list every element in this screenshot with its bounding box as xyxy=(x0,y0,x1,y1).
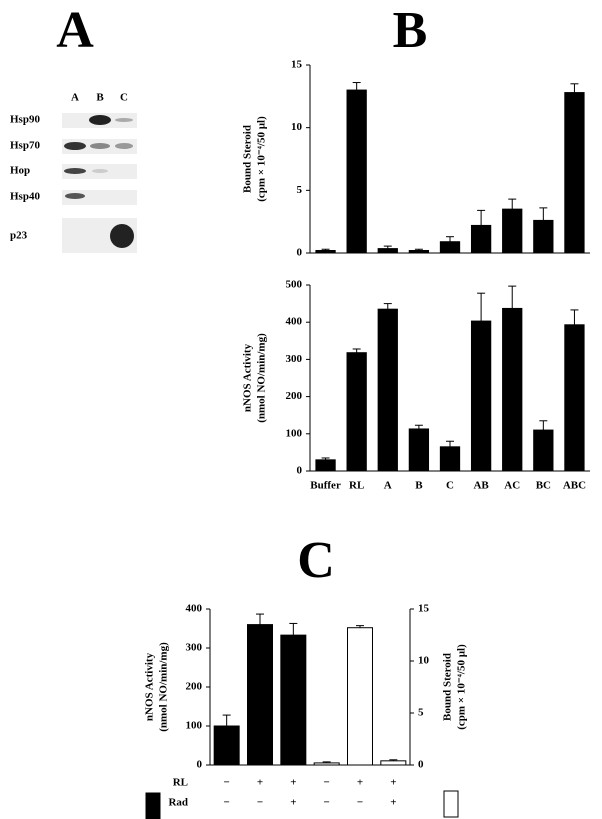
row-label: Hsp70 xyxy=(10,140,40,152)
legend-swatch xyxy=(443,790,459,818)
bar xyxy=(313,762,340,766)
y-tick-label: 200 xyxy=(186,681,203,693)
row-label: p23 xyxy=(10,230,28,242)
legend-swatch xyxy=(145,792,161,819)
condition-label: Rad xyxy=(168,797,188,809)
y2-tick-label: 15 xyxy=(418,603,430,615)
y-tick-label: 400 xyxy=(186,603,203,615)
blot-band xyxy=(115,143,133,149)
bar xyxy=(315,249,336,254)
axis-title: Bound Steroid xyxy=(442,653,454,721)
condition-value: − xyxy=(324,797,330,809)
y-tick-label: 200 xyxy=(286,390,303,402)
condition-value: − xyxy=(224,797,230,809)
condition-value: − xyxy=(224,777,230,789)
condition-value: + xyxy=(357,777,363,789)
condition-value: + xyxy=(257,777,263,789)
x-tick-label: ABC xyxy=(563,480,586,492)
condition-value: + xyxy=(390,777,396,789)
y-tick-label: 0 xyxy=(197,759,203,771)
blot xyxy=(62,113,137,253)
axis-title: (nmol NO/min/mg) xyxy=(256,333,268,423)
bar xyxy=(377,308,398,472)
x-tick-label: B xyxy=(415,480,423,492)
y2-tick-label: 10 xyxy=(418,655,430,667)
row-label: Hsp90 xyxy=(10,114,40,126)
axis-title: (nmol NO/min/mg) xyxy=(158,642,170,732)
bar xyxy=(564,324,585,472)
y-tick-label: 100 xyxy=(186,720,203,732)
bar xyxy=(346,352,367,472)
condition-value: − xyxy=(257,797,263,809)
row-label: Hop xyxy=(10,165,30,177)
y-tick-label: 400 xyxy=(286,316,303,328)
blot-band xyxy=(89,115,111,125)
lane-label: B xyxy=(96,92,104,104)
bar xyxy=(346,89,367,254)
condition-value: − xyxy=(357,797,363,809)
y-tick-label: 100 xyxy=(286,427,303,439)
y2-tick-label: 5 xyxy=(418,707,424,719)
y-tick-label: 500 xyxy=(286,279,303,291)
y2-tick-label: 0 xyxy=(418,759,424,771)
bar xyxy=(470,224,492,254)
y-tick-label: 5 xyxy=(297,184,303,196)
bar xyxy=(408,249,430,254)
blot-band xyxy=(64,168,86,174)
panel-label: B xyxy=(393,2,428,59)
axis-title: (cpm × 10⁻⁴/50 µl) xyxy=(456,644,468,730)
bar xyxy=(502,208,523,254)
bar xyxy=(347,627,373,766)
blot-band xyxy=(65,193,85,199)
condition-label: RL xyxy=(173,777,188,789)
condition-value: + xyxy=(290,797,296,809)
axis-title: nNOS Activity xyxy=(242,343,254,412)
bar xyxy=(502,307,523,472)
blot-band xyxy=(92,169,108,173)
bar xyxy=(533,219,554,254)
y-tick-label: 300 xyxy=(286,353,303,365)
x-tick-label: AC xyxy=(504,480,520,492)
bar xyxy=(439,446,461,472)
y-tick-label: 0 xyxy=(297,247,303,259)
bar xyxy=(439,241,461,254)
lane-label: A xyxy=(71,92,79,104)
bar xyxy=(315,459,336,472)
bar xyxy=(533,429,554,472)
bar xyxy=(247,624,273,766)
x-tick-label: AB xyxy=(473,480,489,492)
blot-band xyxy=(115,118,133,122)
x-tick-label: C xyxy=(446,480,454,492)
bar xyxy=(380,760,407,766)
bar xyxy=(213,725,240,766)
x-tick-label: Buffer xyxy=(310,480,341,492)
blot-band xyxy=(110,224,134,248)
y-tick-label: 10 xyxy=(291,121,303,133)
x-tick-label: RL xyxy=(349,480,364,492)
bar xyxy=(377,248,398,254)
row-label: Hsp40 xyxy=(10,191,40,203)
condition-value: − xyxy=(324,777,330,789)
y-tick-label: 300 xyxy=(186,642,203,654)
y-tick-label: 15 xyxy=(291,59,303,71)
axis-title: Bound Steroid xyxy=(242,125,254,193)
panel-label: C xyxy=(297,532,335,589)
condition-value: + xyxy=(290,777,296,789)
condition-value: + xyxy=(390,797,396,809)
panel-label: A xyxy=(56,2,94,59)
y-tick-label: 0 xyxy=(297,465,303,477)
axis-title: (cpm × 10⁻⁴/50 µl) xyxy=(256,116,268,202)
bar xyxy=(408,428,430,472)
blot-band xyxy=(64,142,86,150)
axis-title: nNOS Activity xyxy=(144,652,156,721)
lane-label: C xyxy=(120,92,128,104)
blot-band xyxy=(90,143,110,149)
x-tick-label: A xyxy=(384,480,392,492)
bar xyxy=(564,92,585,254)
bar xyxy=(470,320,492,472)
x-tick-label: BC xyxy=(536,480,551,492)
bar xyxy=(280,634,307,766)
